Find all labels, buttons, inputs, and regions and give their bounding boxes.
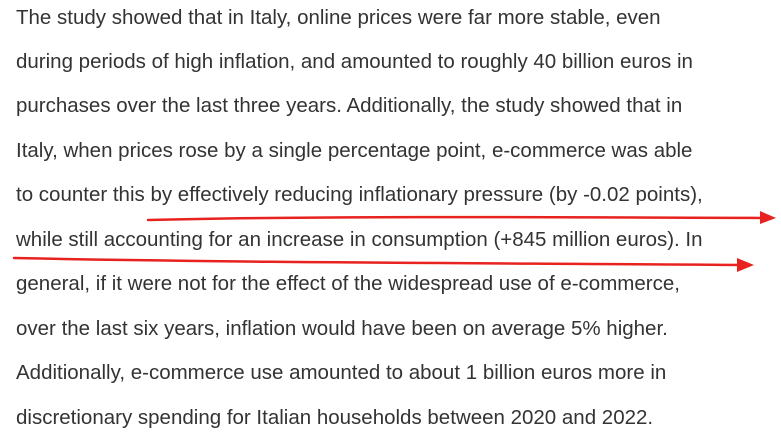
red-arrowhead-bottom bbox=[737, 258, 754, 272]
red-underline-arrow-top bbox=[146, 215, 770, 222]
paragraph-line: Italy, when prices rose by a single perc… bbox=[16, 139, 693, 162]
paragraph-line: The study showed that in Italy, online p… bbox=[16, 6, 661, 29]
paragraph-line: purchases over the last three years. Add… bbox=[16, 94, 683, 117]
paragraph-line: general, if it were not for the effect o… bbox=[16, 272, 680, 295]
red-underline-arrow-bottom bbox=[12, 256, 746, 267]
paragraph-line: to counter this by effectively reducing … bbox=[16, 183, 703, 206]
paragraph-line: over the last six years, inflation would… bbox=[16, 317, 668, 340]
red-arrowhead-top bbox=[760, 211, 776, 224]
paragraph-line: during periods of high inflation, and am… bbox=[16, 50, 693, 73]
paragraph-line: discretionary spending for Italian house… bbox=[16, 406, 654, 429]
paragraph-line: Additionally, e-commerce use amounted to… bbox=[16, 361, 667, 384]
paragraph-line: while still accounting for an increase i… bbox=[16, 228, 703, 251]
